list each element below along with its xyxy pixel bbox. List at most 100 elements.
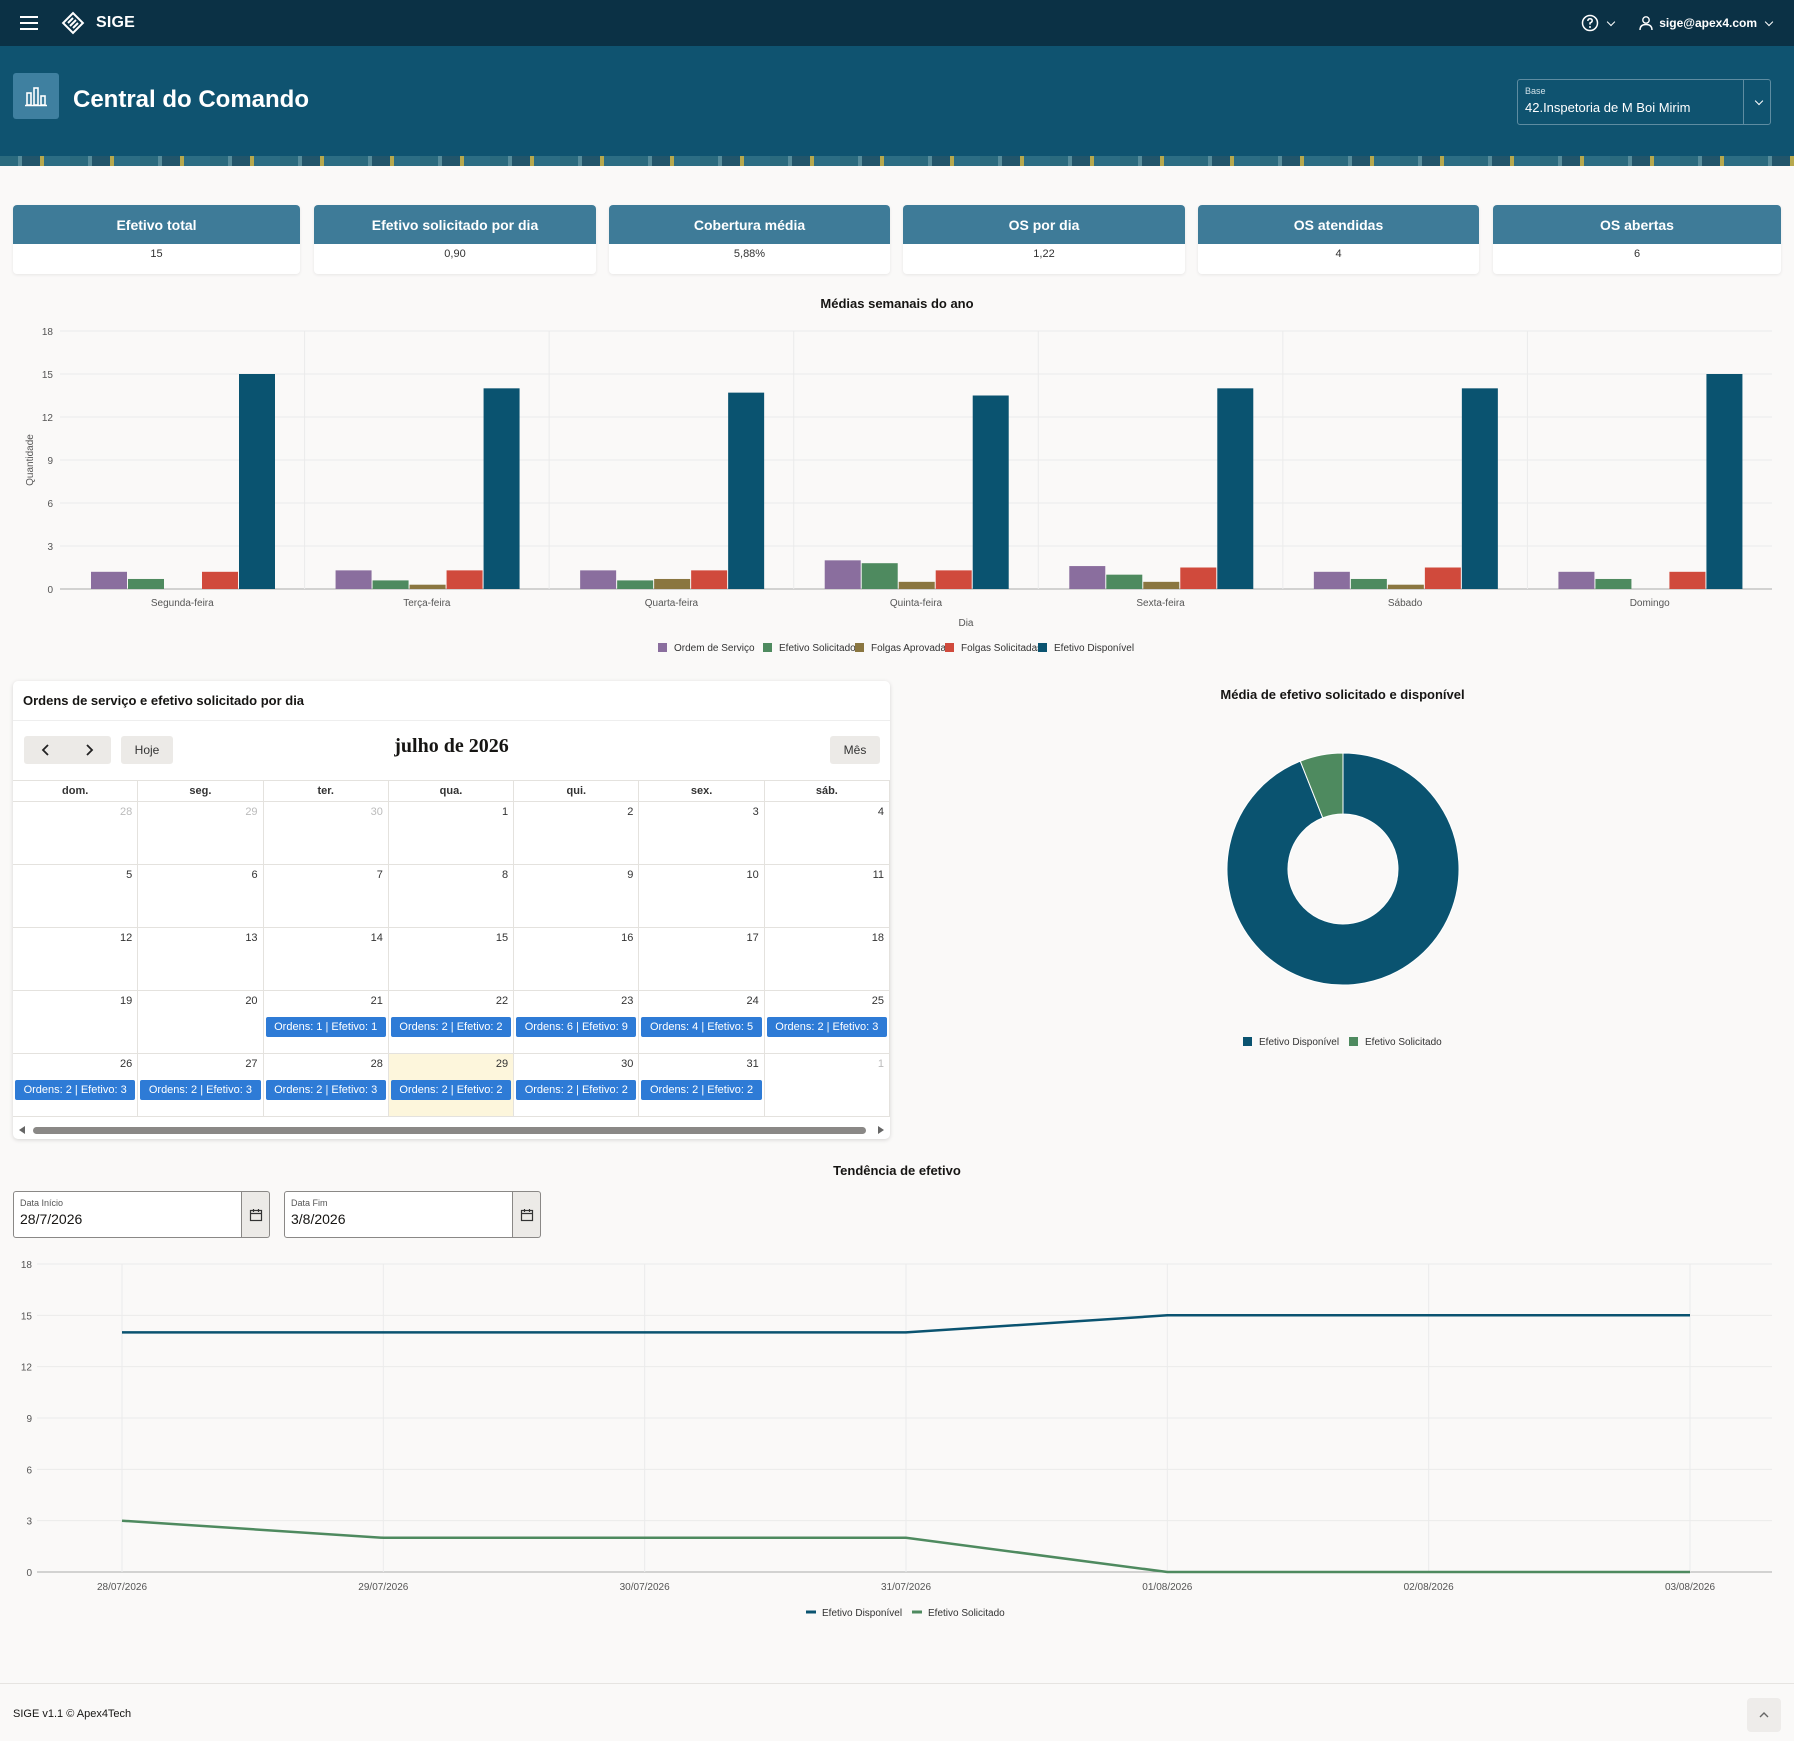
calendar-day-number[interactable]: 30 (621, 1058, 634, 1070)
calendar-event[interactable]: Ordens: 6 | Efetivo: 9 (516, 1017, 637, 1037)
user-menu-button[interactable]: sige@apex4.com (1638, 15, 1774, 31)
calendar-day-number[interactable]: 17 (746, 932, 759, 944)
calendar-day-number[interactable]: 23 (621, 995, 634, 1007)
calendar-event[interactable]: Ordens: 2 | Efetivo: 2 (641, 1080, 762, 1100)
calendar-day-number[interactable]: 12 (120, 932, 133, 944)
calendar-day-cell[interactable]: 3 (639, 802, 765, 864)
calendar-day-number[interactable]: 7 (376, 869, 383, 881)
calendar-day-number[interactable]: 3 (752, 806, 759, 818)
next-month-button[interactable] (68, 736, 112, 764)
calendar-day-cell[interactable]: 15 (389, 928, 515, 990)
start-date-value[interactable]: 28/7/2026 (20, 1211, 83, 1227)
calendar-day-cell[interactable]: 25 Ordens: 2 | Efetivo: 3 (765, 991, 890, 1053)
calendar-day-number[interactable]: 28 (370, 1058, 383, 1070)
calendar-day-number[interactable]: 8 (502, 869, 509, 881)
scroll-right-icon[interactable] (878, 1126, 884, 1134)
calendar-day-cell[interactable]: 6 (138, 865, 264, 927)
calendar-day-cell[interactable]: 16 (514, 928, 640, 990)
calendar-event[interactable]: Ordens: 2 | Efetivo: 3 (140, 1080, 261, 1100)
calendar-day-number[interactable]: 27 (245, 1058, 258, 1070)
calendar-day-cell[interactable]: 18 (765, 928, 890, 990)
calendar-day-number[interactable]: 1 (502, 806, 509, 818)
calendar-day-number[interactable]: 29 (245, 806, 258, 818)
calendar-day-number[interactable]: 5 (126, 869, 133, 881)
calendar-day-number[interactable]: 25 (871, 995, 884, 1007)
calendar-event[interactable]: Ordens: 2 | Efetivo: 2 (516, 1080, 637, 1100)
end-date-input[interactable]: Data Fim 3/8/2026 (284, 1191, 513, 1238)
calendar-day-cell[interactable]: 9 (514, 865, 640, 927)
calendar-day-number[interactable]: 11 (872, 869, 884, 881)
help-menu-button[interactable] (1581, 14, 1616, 32)
calendar-day-number[interactable]: 21 (370, 995, 383, 1007)
calendar-day-cell[interactable]: 27 Ordens: 2 | Efetivo: 3 (138, 1054, 264, 1116)
calendar-day-number[interactable]: 22 (495, 995, 509, 1007)
calendar-event[interactable]: Ordens: 2 | Efetivo: 2 (390, 1080, 512, 1100)
calendar-day-cell[interactable]: 24 Ordens: 4 | Efetivo: 5 (639, 991, 765, 1053)
calendar-event[interactable]: Ordens: 2 | Efetivo: 3 (265, 1080, 386, 1100)
app-name[interactable]: SIGE (96, 14, 136, 31)
calendar-day-number[interactable]: 16 (621, 932, 634, 944)
calendar-day-cell[interactable]: 13 (138, 928, 264, 990)
calendar-day-number[interactable]: 28 (120, 806, 133, 818)
calendar-day-number[interactable]: 1 (877, 1058, 884, 1070)
calendar-day-number[interactable]: 15 (495, 932, 509, 944)
calendar-day-number[interactable]: 4 (877, 806, 884, 818)
calendar-day-cell[interactable]: 22 Ordens: 2 | Efetivo: 2 (389, 991, 515, 1053)
calendar-day-cell[interactable]: 7 (264, 865, 389, 927)
calendar-day-number[interactable]: 2 (627, 806, 634, 818)
calendar-day-cell[interactable]: 4 (765, 802, 890, 864)
calendar-day-number[interactable]: 14 (370, 932, 383, 944)
end-date-value[interactable]: 3/8/2026 (291, 1211, 346, 1227)
calendar-scrollbar[interactable] (19, 1125, 884, 1135)
calendar-day-number[interactable]: 9 (627, 869, 634, 881)
calendar-day-cell[interactable]: 29 Ordens: 2 | Efetivo: 2 (388, 1054, 515, 1116)
calendar-day-cell[interactable]: 1 (389, 802, 515, 864)
scroll-to-top-button[interactable] (1747, 1698, 1781, 1732)
calendar-day-cell[interactable]: 28 Ordens: 2 | Efetivo: 3 (264, 1054, 389, 1116)
calendar-day-cell[interactable]: 28 (13, 802, 139, 864)
calendar-event[interactable]: Ordens: 2 | Efetivo: 2 (390, 1017, 512, 1037)
base-value[interactable]: 42.Inspetoria de M Boi Mirim (1525, 100, 1691, 115)
calendar-day-number[interactable]: 18 (871, 932, 884, 944)
calendar-day-number[interactable]: 6 (251, 869, 258, 881)
prev-month-button[interactable] (24, 736, 68, 764)
start-date-picker-button[interactable] (242, 1191, 270, 1238)
calendar-day-cell[interactable]: 2 (514, 802, 640, 864)
calendar-day-cell[interactable]: 8 (389, 865, 515, 927)
calendar-day-cell[interactable]: 29 (138, 802, 264, 864)
calendar-day-cell[interactable]: 19 (13, 991, 139, 1053)
today-button[interactable]: Hoje (121, 736, 173, 764)
calendar-day-number[interactable]: 24 (746, 995, 759, 1007)
calendar-day-number[interactable]: 30 (370, 806, 383, 818)
scrollbar-thumb[interactable] (33, 1127, 866, 1134)
calendar-day-cell[interactable]: 30 (264, 802, 389, 864)
calendar-event[interactable]: Ordens: 4 | Efetivo: 5 (641, 1017, 762, 1037)
start-date-input[interactable]: Data Início 28/7/2026 (13, 1191, 242, 1238)
calendar-day-number[interactable]: 26 (120, 1058, 133, 1070)
calendar-day-cell[interactable]: 12 (13, 928, 139, 990)
calendar-day-number[interactable]: 20 (245, 995, 258, 1007)
calendar-day-cell[interactable]: 30 Ordens: 2 | Efetivo: 2 (514, 1054, 640, 1116)
calendar-day-cell[interactable]: 26 Ordens: 2 | Efetivo: 3 (13, 1054, 139, 1116)
calendar-day-number[interactable]: 31 (746, 1058, 759, 1070)
calendar-day-cell[interactable]: 5 (13, 865, 139, 927)
month-view-button[interactable]: Mês (830, 736, 880, 764)
calendar-day-number[interactable]: 13 (245, 932, 258, 944)
calendar-event[interactable]: Ordens: 2 | Efetivo: 3 (766, 1017, 887, 1037)
chevron-down-icon[interactable] (1744, 80, 1770, 124)
calendar-day-number[interactable]: 29 (495, 1058, 509, 1070)
calendar-day-cell[interactable]: 14 (264, 928, 389, 990)
calendar-day-cell[interactable]: 1 (765, 1054, 890, 1116)
end-date-picker-button[interactable] (513, 1191, 541, 1238)
calendar-day-cell[interactable]: 31 Ordens: 2 | Efetivo: 2 (639, 1054, 765, 1116)
calendar-day-cell[interactable]: 23 Ordens: 6 | Efetivo: 9 (514, 991, 640, 1053)
calendar-day-cell[interactable]: 21 Ordens: 1 | Efetivo: 1 (264, 991, 389, 1053)
calendar-day-cell[interactable]: 11 (765, 865, 890, 927)
calendar-day-cell[interactable]: 20 (138, 991, 264, 1053)
calendar-day-number[interactable]: 19 (120, 995, 133, 1007)
calendar-day-cell[interactable]: 10 (639, 865, 765, 927)
calendar-event[interactable]: Ordens: 2 | Efetivo: 3 (15, 1080, 136, 1100)
base-select[interactable]: Base 42.Inspetoria de M Boi Mirim (1517, 79, 1771, 125)
calendar-day-number[interactable]: 10 (746, 869, 759, 881)
scroll-left-icon[interactable] (19, 1126, 25, 1134)
